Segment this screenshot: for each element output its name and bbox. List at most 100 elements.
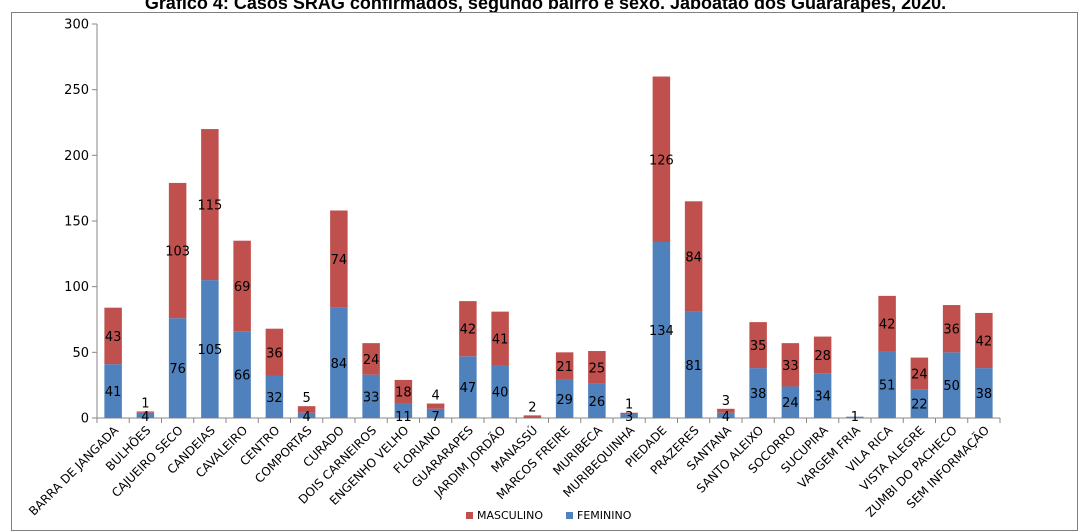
data-label-feminino: 84 [331, 357, 348, 372]
y-tick-label: 100 [64, 280, 89, 295]
bar-masculino [684, 201, 703, 312]
bar-masculino [588, 351, 606, 384]
data-label-feminino: 4 [141, 410, 149, 425]
bar-feminino [813, 373, 832, 418]
data-label-feminino: 66 [234, 369, 251, 384]
bar-masculino [523, 415, 542, 418]
data-label-feminino: 134 [649, 324, 674, 339]
bar-masculino [394, 379, 413, 404]
bar-feminino [878, 351, 896, 418]
bar-masculino [652, 76, 671, 243]
data-label-masculino: 2 [528, 400, 536, 415]
data-label-masculino: 74 [331, 253, 348, 268]
bar-feminino [233, 331, 251, 418]
data-label-masculino: 36 [943, 323, 960, 338]
bar-masculino [233, 240, 251, 332]
data-label-masculino: 103 [165, 245, 190, 260]
data-label-masculino: 3 [722, 394, 730, 409]
data-label-feminino: 40 [492, 386, 509, 401]
legend-swatch [566, 512, 573, 519]
data-label-masculino: 69 [234, 280, 251, 295]
data-label-feminino: 32 [266, 391, 283, 406]
data-label-masculino: 36 [266, 346, 283, 361]
data-label-feminino: 50 [943, 379, 960, 394]
data-label-masculino: 1 [141, 396, 149, 411]
data-label-feminino: 29 [556, 393, 573, 408]
bar-feminino [426, 408, 445, 418]
data-label-feminino: 24 [782, 396, 799, 411]
data-label-feminino: 41 [105, 385, 122, 400]
data-label-feminino: 11 [395, 410, 412, 425]
data-label-masculino: 42 [460, 323, 477, 338]
data-label-masculino: 43 [105, 330, 122, 345]
bar-feminino [975, 368, 993, 418]
bar-masculino [362, 343, 380, 375]
bar-masculino [201, 129, 219, 281]
data-label-masculino: 33 [782, 359, 799, 374]
data-label-feminino: 7 [431, 410, 439, 425]
x-category-label: BARRA DE JANGADA [26, 423, 122, 519]
y-tick-label: 0 [81, 412, 89, 427]
bar-feminino [136, 412, 155, 418]
bar-feminino [846, 416, 864, 418]
data-label-feminino: 38 [976, 387, 993, 402]
bar-feminino [781, 386, 800, 418]
bar-feminino [620, 414, 638, 418]
data-label-feminino: 38 [750, 387, 767, 402]
data-label-masculino: 4 [431, 389, 439, 404]
y-tick-label: 200 [64, 149, 89, 164]
bar-feminino [652, 242, 671, 418]
bar-masculino [620, 412, 638, 415]
data-label-feminino: 22 [911, 398, 928, 413]
data-label-feminino: 34 [814, 390, 831, 405]
data-label-masculino: 1 [625, 398, 633, 413]
bar-masculino [749, 322, 767, 369]
bar-masculino [942, 305, 961, 353]
data-label-masculino: 18 [395, 386, 412, 401]
chart-border [11, 12, 1078, 531]
data-label-feminino: 33 [363, 390, 380, 405]
data-label-feminino: 76 [169, 362, 186, 377]
bar-feminino [491, 365, 509, 418]
data-label-masculino: 28 [814, 349, 831, 364]
y-tick-label: 300 [64, 18, 89, 33]
bar-masculino [104, 307, 122, 365]
data-label-feminino: 4 [302, 410, 310, 425]
bar-feminino [749, 368, 767, 418]
data-label-feminino: 26 [589, 395, 606, 410]
data-label-masculino: 24 [911, 367, 928, 382]
bar-masculino [717, 408, 735, 413]
bar-masculino [813, 336, 832, 374]
data-label-masculino: 126 [649, 153, 674, 168]
bar-feminino [297, 412, 316, 418]
bar-feminino [459, 356, 477, 418]
data-label-masculino: 21 [556, 360, 573, 375]
data-label-masculino: 115 [197, 199, 222, 214]
y-tick-label: 50 [72, 346, 89, 361]
data-label-masculino: 35 [750, 339, 767, 354]
data-label-feminino: 47 [460, 381, 477, 396]
bar-feminino [330, 307, 348, 418]
data-label-masculino: 42 [879, 317, 896, 332]
bar-feminino [362, 374, 380, 418]
data-label-feminino: 51 [879, 379, 896, 394]
legend-label: MASCULINO [477, 509, 543, 522]
data-label-masculino: 42 [976, 335, 993, 350]
bar-feminino [717, 412, 735, 418]
data-label-feminino: 105 [197, 343, 222, 358]
bar-feminino [168, 318, 187, 418]
legend-label: FEMININO [577, 509, 632, 522]
bar-masculino [491, 311, 509, 366]
bar-masculino [781, 343, 800, 387]
bar-feminino [942, 352, 961, 418]
bar-masculino [426, 403, 445, 409]
bar-masculino [297, 406, 316, 413]
y-tick-label: 250 [64, 83, 89, 98]
chart-title: Gráfico 4: Casos SRAG confirmados, segun… [144, 0, 947, 13]
legend-swatch [466, 512, 473, 519]
bar-feminino [910, 389, 929, 418]
bar-masculino [459, 301, 477, 357]
bar-masculino [136, 411, 155, 413]
bar-masculino [330, 210, 348, 308]
